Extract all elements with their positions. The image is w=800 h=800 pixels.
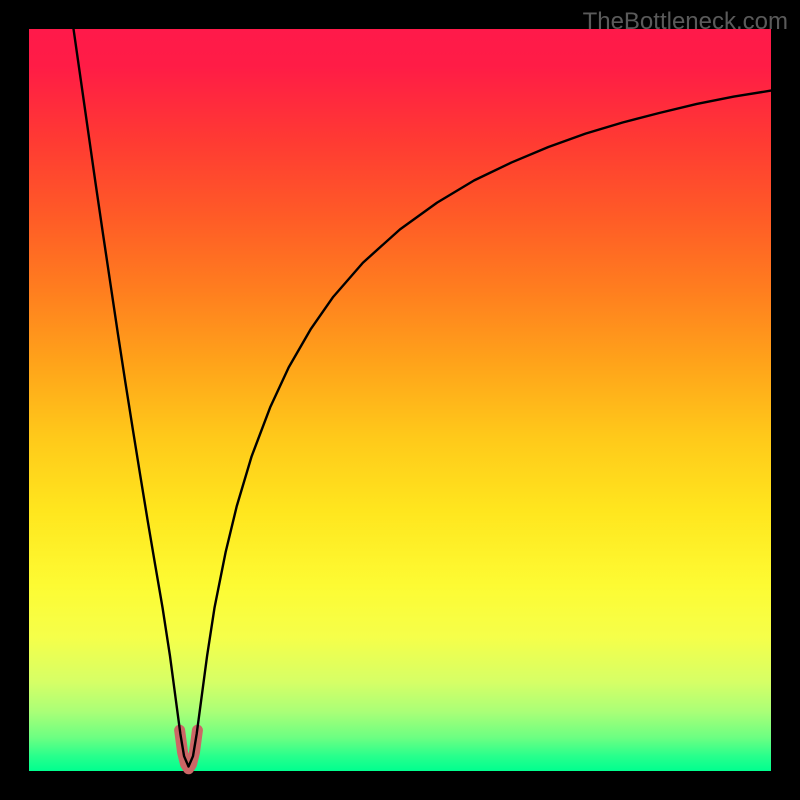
watermark-text: TheBottleneck.com [583, 8, 788, 36]
chart-frame: TheBottleneck.com [0, 0, 800, 800]
plot-gradient-area [29, 29, 771, 771]
